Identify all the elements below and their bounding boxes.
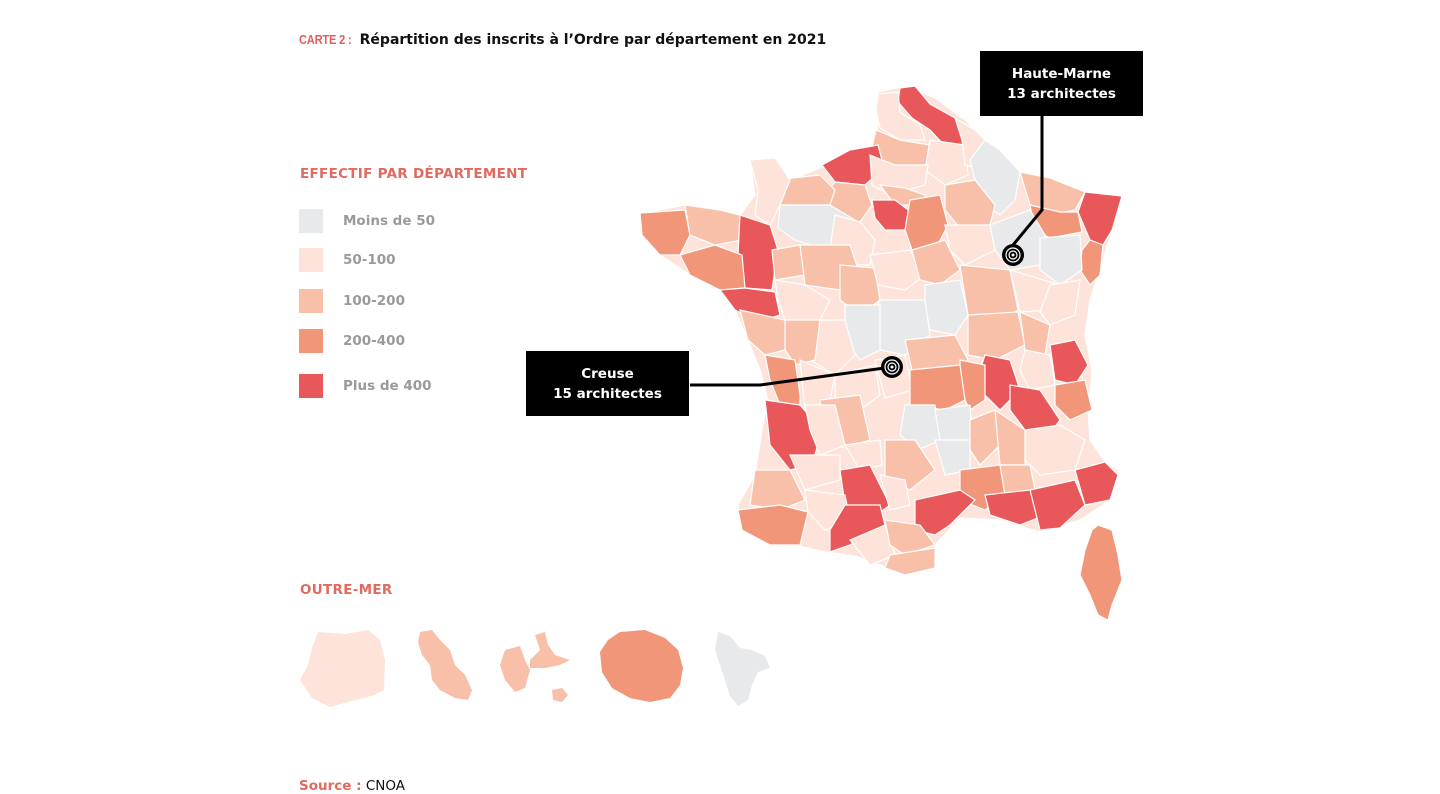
legend-item-200-400: 200-400 xyxy=(299,329,405,353)
legend-heading: EFFECTIF PAR DÉPARTEMENT xyxy=(300,166,528,182)
dept-landes xyxy=(749,469,806,511)
dept-ain xyxy=(1019,349,1056,391)
dept-pyrenees-atlantiques xyxy=(737,504,809,546)
dept-ardeche xyxy=(969,409,1001,466)
dept-lot xyxy=(844,439,883,471)
creuse-callout: Creuse 15 architectes xyxy=(526,351,689,416)
reunion-shape xyxy=(600,630,683,702)
dept-vendee xyxy=(739,309,786,356)
map-title: CARTE 2 : Répartition des inscrits à l’O… xyxy=(299,32,826,48)
dept-savoie xyxy=(1054,379,1093,421)
dept-manche xyxy=(749,157,791,226)
legend-item-gt400: Plus de 400 xyxy=(299,374,432,398)
dept-aveyron xyxy=(884,439,936,491)
legend-label: Plus de 400 xyxy=(343,378,432,394)
dept-doubs xyxy=(1039,279,1081,326)
legend-label: 100-200 xyxy=(343,293,405,309)
dept-lot-garonne xyxy=(789,454,841,491)
dept-haut-rhin xyxy=(1079,239,1104,286)
legend-item-100-200: 100-200 xyxy=(299,289,405,313)
source-value: CNOA xyxy=(365,778,405,794)
haute-marne-leader xyxy=(1011,115,1044,246)
dept-loire-atlantique xyxy=(718,287,781,323)
dept-tarn xyxy=(879,474,911,511)
guadeloupe-shape xyxy=(500,632,570,702)
legend-swatch xyxy=(299,248,323,272)
legend-swatch xyxy=(299,329,323,353)
dept-finistere xyxy=(639,209,691,256)
haute-marne-callout-name: Haute-Marne xyxy=(1011,65,1112,82)
creuse-marker-icon xyxy=(881,356,903,378)
dept-saone-loire xyxy=(967,311,1026,361)
legend-item-lt50: Moins de 50 xyxy=(299,209,435,233)
legend-swatch xyxy=(299,209,323,233)
haute-marne-callout-value: 13 architectes xyxy=(1007,85,1116,102)
guyane-shape xyxy=(300,630,385,707)
legend-swatch xyxy=(299,374,323,398)
dept-puy-de-dome xyxy=(909,364,966,411)
legend-label: 50-100 xyxy=(343,252,396,268)
source-note: Source : CNOA xyxy=(299,778,405,794)
creuse-callout-name: Creuse xyxy=(581,365,634,382)
dept-var xyxy=(1029,479,1086,531)
dept-mayenne xyxy=(771,244,806,281)
legend-swatch xyxy=(299,289,323,313)
dept-haute-garonne xyxy=(829,504,886,553)
dept-alpes-maritimes xyxy=(1074,461,1119,506)
haute-marne-callout: Haute-Marne 13 architectes xyxy=(980,51,1143,116)
map-title-prefix: CARTE 2 : xyxy=(299,32,352,47)
dept-yonne xyxy=(911,239,961,286)
dept-cantal xyxy=(899,404,941,451)
source-label: Source : xyxy=(299,778,362,794)
dept-pyrenees-orientales xyxy=(884,547,936,576)
mayotte-shape xyxy=(715,632,770,706)
dept-pas-de-calais xyxy=(875,91,926,141)
legend-item-50-100: 50-100 xyxy=(299,248,396,272)
creuse-leader xyxy=(690,365,893,387)
dept-corse xyxy=(1079,524,1123,621)
outremer-heading: OUTRE-MER xyxy=(300,582,393,598)
dept-aube xyxy=(944,224,996,266)
dept-dordogne xyxy=(804,404,846,456)
map-title-text: Répartition des inscrits à l’Ordre par d… xyxy=(359,32,827,48)
dept-bouches-rhone xyxy=(984,489,1046,526)
martinique-shape xyxy=(418,630,472,700)
legend-label: Moins de 50 xyxy=(343,213,435,229)
dept-haute-savoie xyxy=(1049,339,1089,386)
legend-label: 200-400 xyxy=(343,333,405,349)
dept-loiret xyxy=(869,249,926,291)
dept-vosges xyxy=(1039,234,1083,286)
haute-marne-marker-icon xyxy=(1002,244,1024,266)
creuse-callout-value: 15 architectes xyxy=(553,385,662,402)
